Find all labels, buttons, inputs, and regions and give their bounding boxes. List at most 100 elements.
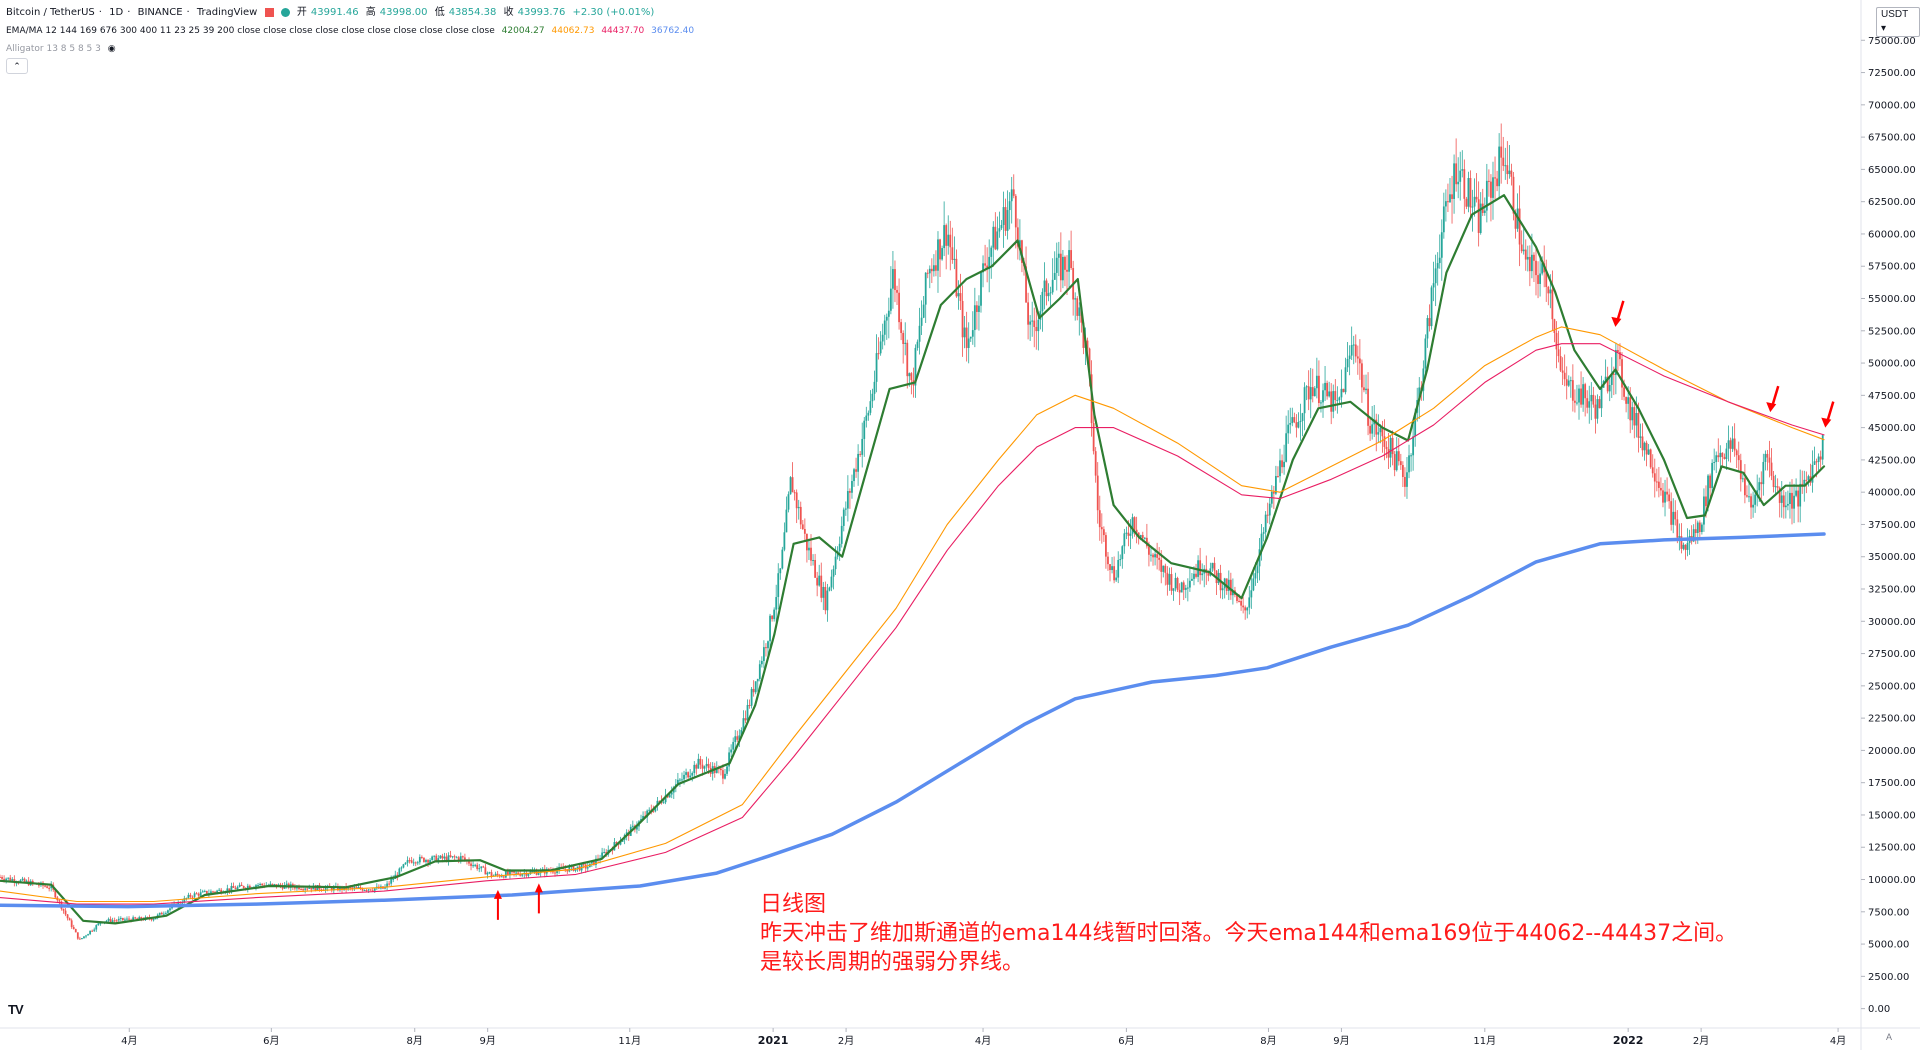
collapse-legend-button[interactable]: ⌃ xyxy=(6,58,28,74)
candle-body xyxy=(126,918,128,920)
candle-body xyxy=(1705,496,1707,507)
candle-body xyxy=(488,872,491,874)
price-tick-label: 52500.00 xyxy=(1868,326,1916,337)
auto-scale-button[interactable]: A xyxy=(1886,1032,1893,1042)
candle-body xyxy=(1733,438,1736,451)
candle-body xyxy=(744,718,747,721)
candle-body xyxy=(429,860,431,863)
candle-body xyxy=(212,891,214,893)
candle-body xyxy=(1111,566,1113,571)
candle-body xyxy=(48,887,51,889)
candle-body xyxy=(1590,394,1593,402)
candle-body xyxy=(1680,536,1683,549)
tradingview-logo[interactable]: TV xyxy=(8,1002,24,1017)
candle-body xyxy=(1598,399,1601,409)
candle-body xyxy=(248,885,251,888)
candle-body xyxy=(1778,487,1781,503)
candle-body xyxy=(670,792,673,795)
price-tick-label: 50000.00 xyxy=(1868,359,1916,370)
symbol-name[interactable]: Bitcoin / TetherUS xyxy=(6,7,95,18)
candle-body xyxy=(1696,522,1699,533)
candle-body xyxy=(1707,475,1709,507)
candle-body xyxy=(11,879,14,881)
candle-body xyxy=(619,841,622,845)
candle-body xyxy=(631,825,634,827)
candle-body xyxy=(1178,589,1181,593)
candle-body xyxy=(816,577,819,586)
candle-body xyxy=(1537,275,1539,284)
candle-body xyxy=(351,887,354,889)
candle-body xyxy=(353,887,356,889)
ema-legend-label[interactable]: EMA/MA 12 144 169 676 300 400 11 23 25 3… xyxy=(6,26,495,36)
candle-body xyxy=(1709,475,1711,489)
candle-body xyxy=(285,883,288,886)
candle-body xyxy=(1655,481,1658,483)
candle-body xyxy=(697,758,700,769)
eye-hidden-icon[interactable]: ◉ xyxy=(107,44,116,54)
candle-body xyxy=(840,525,843,544)
candle-body xyxy=(787,494,790,510)
candle-body xyxy=(1006,210,1009,231)
candle-body xyxy=(1170,574,1173,591)
currency-button[interactable]: USDT ▾ xyxy=(1876,7,1920,37)
price-tick-label: 5000.00 xyxy=(1868,940,1909,951)
candle-body xyxy=(402,864,405,868)
candle-body xyxy=(400,867,403,869)
candle-body xyxy=(1285,433,1288,462)
candle-body xyxy=(1682,544,1685,549)
candle-body xyxy=(1051,279,1054,293)
candle-body xyxy=(478,868,481,870)
candle-body xyxy=(1539,273,1541,284)
candle-body xyxy=(46,886,49,888)
interval-label[interactable]: 1D xyxy=(109,7,124,18)
candle-body xyxy=(1772,475,1775,487)
candle-body xyxy=(1465,198,1468,207)
arrow-down-icon xyxy=(1616,300,1625,322)
candle-body xyxy=(922,304,925,318)
candle-body xyxy=(1395,451,1398,471)
price-tick-label: 35000.00 xyxy=(1868,552,1916,563)
price-tick-label: 0.00 xyxy=(1868,1004,1890,1015)
candle-body xyxy=(414,862,417,864)
symbol-legend[interactable]: Bitcoin / TetherUS · 1D · BINANCE · Trading… xyxy=(6,7,655,18)
candle-body xyxy=(1791,492,1793,509)
candle-body xyxy=(1453,163,1455,199)
candle-body xyxy=(111,920,114,922)
candle-body xyxy=(455,857,458,859)
candle-body xyxy=(1410,455,1412,457)
candle-body xyxy=(791,477,794,493)
candle-body xyxy=(1322,390,1324,403)
candle-body xyxy=(1315,375,1318,389)
candle-body xyxy=(216,890,218,893)
candle-body xyxy=(687,772,690,778)
market-status-icon xyxy=(280,7,290,17)
candle-body xyxy=(822,586,825,598)
alligator-label[interactable]: Alligator 13 8 5 8 5 3 xyxy=(6,44,101,54)
candle-body xyxy=(636,826,638,830)
candle-body xyxy=(889,288,892,311)
candle-body xyxy=(521,874,524,876)
ema169-value: 44437.70 xyxy=(601,26,645,36)
candle-body xyxy=(298,886,300,890)
candle-body xyxy=(1459,170,1462,182)
time-tick-label: 8月 xyxy=(407,1035,423,1047)
candle-body xyxy=(957,293,960,297)
candle-body xyxy=(150,918,153,921)
candle-body xyxy=(1551,289,1554,320)
candle-body xyxy=(1305,386,1308,388)
price-axis[interactable]: 0.00 2500.00 5000.00 7500.00 10000.00 12500.0… xyxy=(1861,36,1916,1015)
price-tick-label: 72500.00 xyxy=(1868,68,1916,79)
candle-body xyxy=(78,938,81,940)
alligator-legend[interactable]: Alligator 13 8 5 8 5 3 ◉ xyxy=(6,42,120,56)
candle-body xyxy=(1131,517,1134,534)
candle-body xyxy=(918,325,921,342)
candle-body xyxy=(984,263,986,266)
price-tick-label: 45000.00 xyxy=(1868,423,1916,434)
candle-body xyxy=(1619,352,1621,360)
annotation-line: 日线图 xyxy=(760,892,827,917)
ema-legend[interactable]: EMA/MA 12 144 169 676 300 400 11 23 25 3… xyxy=(6,24,698,38)
time-axis[interactable]: 4月 6月 8月 9月 11月 2021 2月 4月 6月 8月 9月 11月 2022 2月 4月 xyxy=(121,1028,1846,1047)
price-tick-label: 10000.00 xyxy=(1868,875,1916,886)
